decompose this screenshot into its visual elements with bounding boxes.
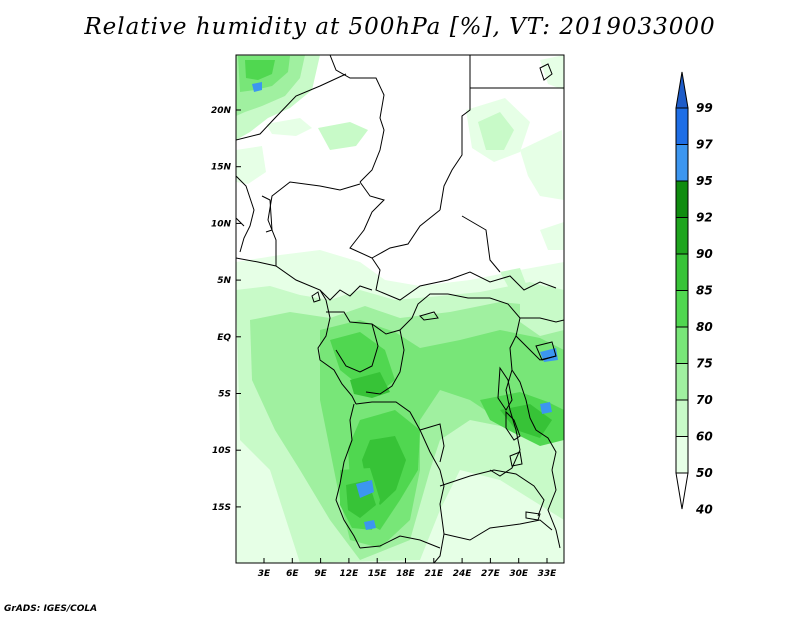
colorbar-label: 92	[696, 211, 713, 225]
colorbar-label: 60	[696, 430, 713, 444]
colorbar-label: 90	[696, 247, 713, 261]
lat-label: 5N	[217, 276, 231, 286]
lat-label: 20N	[211, 106, 232, 116]
colorbar-swatch	[675, 399, 689, 437]
colorbar-bottom-arrow	[675, 472, 689, 510]
map-title: Relative humidity at 500hPa [%], VT: 201…	[84, 14, 716, 40]
lat-label: 10S	[212, 446, 231, 456]
country-borders	[236, 55, 564, 563]
lon-label: 12E	[340, 569, 360, 579]
map-frame	[235, 54, 565, 564]
lon-label: 15E	[368, 569, 388, 579]
humidity-field	[236, 55, 564, 563]
colorbar-legend: 99 97 95 92 90 85 80 75 70 60 50 40	[675, 71, 713, 517]
lon-label: 21E	[424, 569, 444, 579]
lat-label: 5S	[218, 390, 231, 400]
lon-label: 30E	[509, 569, 529, 579]
colorbar-label: 80	[696, 320, 713, 334]
lat-label: 10N	[211, 219, 232, 229]
colorbar-top-arrow	[675, 71, 689, 109]
colorbar-swatch	[675, 363, 689, 401]
colorbar-swatch	[675, 217, 689, 255]
lon-label: 33E	[538, 569, 558, 579]
colorbar-label: 99	[696, 101, 713, 115]
colorbar-swatch	[675, 290, 689, 328]
lon-label: 6E	[286, 569, 299, 579]
latitude-axis: 20N 15N 10N 5N EQ 5S 10S 15S	[211, 106, 241, 513]
colorbar-label: 75	[696, 357, 713, 371]
colorbar-swatch	[675, 253, 689, 291]
colorbar-swatch	[675, 144, 689, 182]
colorbar-label: 40	[695, 503, 713, 517]
longitude-axis: 3E 6E 9E 12E 15E 18E 21E 24E 27E 30E 33E	[258, 558, 557, 579]
lon-label: 24E	[453, 569, 473, 579]
lat-label: EQ	[217, 333, 231, 343]
lat-label: 15N	[211, 163, 232, 173]
colorbar-label: 85	[696, 284, 713, 298]
colorbar-swatch	[675, 180, 689, 218]
colorbar-swatch	[675, 107, 689, 145]
grads-credit: GrADS: IGES/COLA	[4, 604, 98, 614]
lon-label: 3E	[258, 569, 271, 579]
colorbar-label: 70	[696, 393, 713, 407]
colorbar-swatch	[675, 326, 689, 364]
colorbar-label: 95	[696, 174, 713, 188]
colorbar-label: 50	[696, 466, 713, 480]
lon-label: 27E	[481, 569, 501, 579]
colorbar-label: 97	[696, 138, 713, 152]
lon-label: 18E	[396, 569, 416, 579]
colorbar-swatch	[675, 436, 689, 474]
lat-label: 15S	[212, 503, 231, 513]
lon-label: 9E	[314, 569, 327, 579]
